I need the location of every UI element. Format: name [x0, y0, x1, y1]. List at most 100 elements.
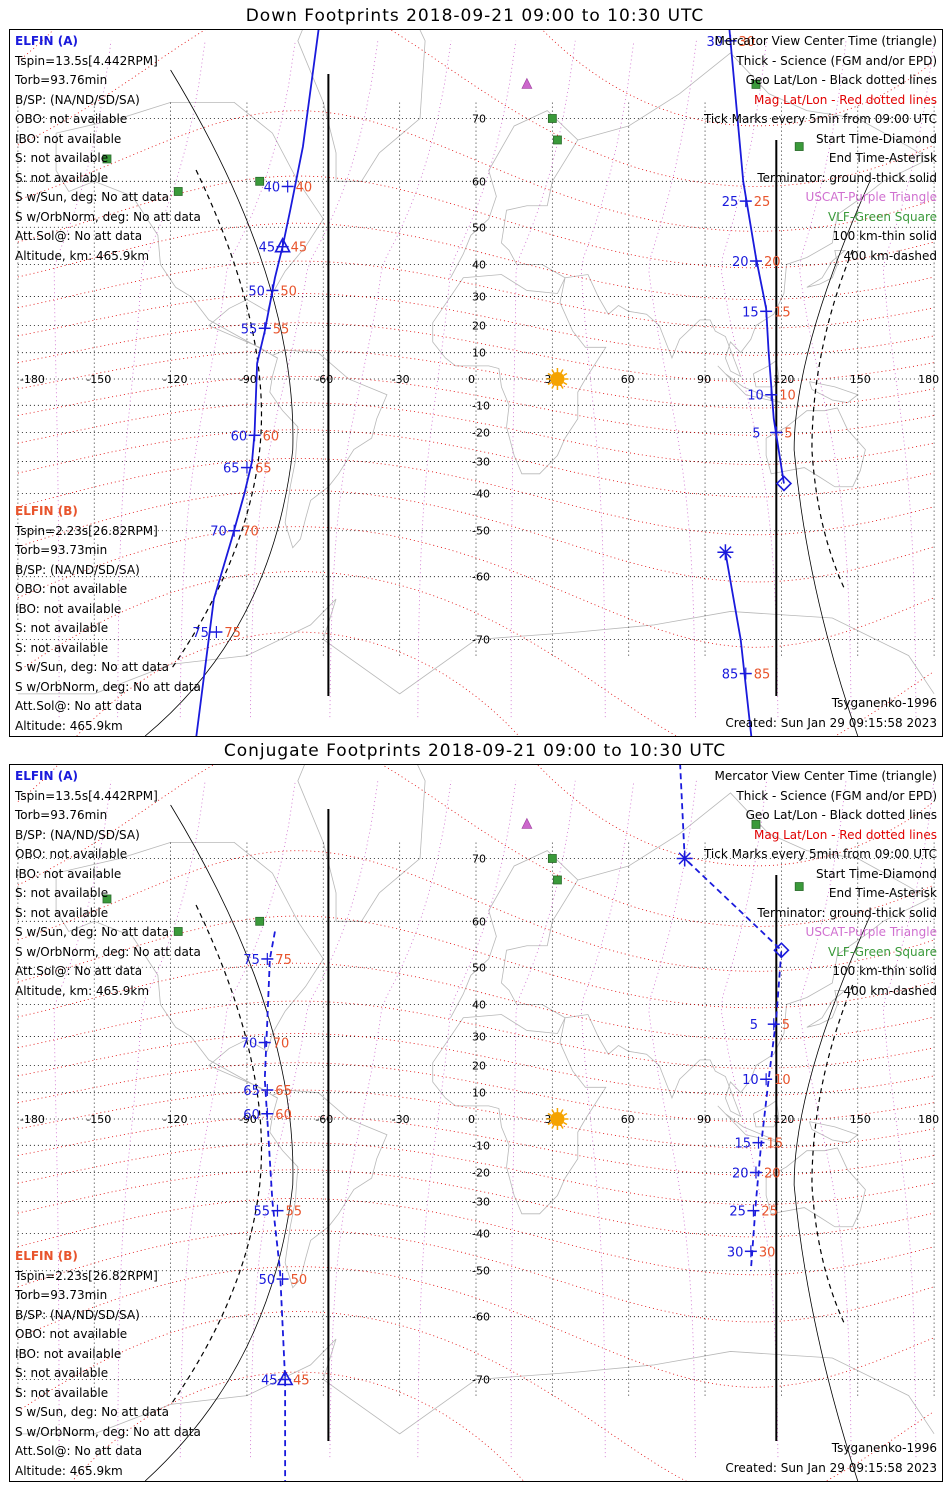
terminators — [144, 804, 871, 1481]
continent-outline — [269, 1089, 388, 1289]
elfin-b-time-label: 25 — [754, 195, 771, 210]
asterisk-stroke — [678, 852, 691, 865]
mag-meridians — [53, 40, 935, 718]
continent-outline — [432, 850, 607, 1215]
vlf-green-square — [794, 882, 804, 891]
vlf-green-square — [553, 135, 562, 145]
mag-latitude-line — [17, 293, 935, 356]
elfin-b-time-label: 25 — [729, 1205, 746, 1220]
lon-label: -30 — [392, 373, 410, 386]
mag-latitude-line — [17, 30, 935, 127]
elfin-a-time-label: 45 — [259, 241, 276, 256]
mag-longitude-line — [799, 40, 852, 718]
elfin-a-time-label: 60 — [243, 1108, 260, 1123]
elfin-b-line: Altitude: 465.9km — [15, 1463, 123, 1478]
elfin-b-time-label: 20 — [732, 255, 749, 270]
mag-latitude-line — [17, 571, 935, 736]
elfin-a-line: B/SP: (NA/ND/SD/SA) — [15, 92, 140, 107]
lat-label: 60 — [472, 175, 486, 188]
elfin-a-time-label: 75 — [224, 626, 241, 641]
mag-longitude-line — [179, 40, 296, 718]
lat-label: 20 — [472, 1060, 486, 1073]
elfin-b-line: Att.Sol@: No att data — [15, 699, 143, 713]
mag-meridians — [53, 780, 935, 1458]
mag-latitude-line — [17, 1311, 935, 1481]
center-time-triangle — [276, 1369, 294, 1386]
elfin-a-info: ELFIN (A) Tspin=13.5s[4.442RPM] Torb=93.76… — [15, 767, 201, 1001]
vlf-green-square — [547, 854, 557, 863]
elfin-a-line: S w/OrbNorm, deg: No att data — [15, 944, 201, 959]
lat-label: 20 — [472, 320, 486, 333]
mag-longitude-line — [417, 780, 517, 1458]
lon-label: 150 — [850, 1113, 871, 1126]
elfin-b-time-label: 20 — [732, 1166, 749, 1181]
mag-longitude-line — [648, 40, 697, 718]
lat-label: 70 — [472, 112, 486, 125]
elfin-a-time-label: 50 — [259, 1273, 276, 1288]
elfin-a-time-label: 55 — [253, 1205, 270, 1220]
legend-entry: Terminator: ground-thick solid — [757, 905, 937, 920]
legend-entry: VLF-Green Square — [828, 209, 937, 224]
lat-label: -30 — [472, 455, 490, 468]
vlf-green-square — [794, 142, 804, 151]
mag-latitude-line — [17, 765, 935, 927]
elfin-a-line: S w/OrbNorm, deg: No att data — [15, 209, 201, 224]
terminator-100km-west — [144, 69, 294, 736]
sun-disc — [550, 372, 565, 386]
elfin-b-line: S: not available — [15, 1385, 109, 1400]
elfin-b-line: IBO: not available — [15, 601, 122, 616]
elfin-a-label: ELFIN (A) — [15, 769, 78, 783]
legend-entry: Start Time-Diamond — [815, 866, 937, 881]
elfin-b-time-label: 15 — [774, 305, 791, 320]
elfin-a-line: Altitude, km: 465.9km — [15, 983, 150, 998]
continent-outline — [806, 989, 847, 1028]
elfin-b-label: ELFIN (B) — [15, 1249, 78, 1263]
legend-entry: USCAT-Purple Triangle — [805, 925, 937, 939]
vlf-green-square — [173, 187, 183, 196]
mag-latitude-line — [17, 30, 935, 187]
lon-label: -90 — [239, 373, 257, 386]
elfin-a-time-label: 70 — [273, 1037, 290, 1052]
elfin-b-label: ELFIN (B) — [15, 504, 78, 518]
elfin-b-track-south — [724, 552, 753, 736]
down-footprints-panel: -180 -150 -120 -90 -60 -30 0 30 60 90 120 150 180 70 6… — [9, 29, 943, 737]
lat-label: 10 — [472, 347, 486, 360]
vlf-green-square — [102, 894, 112, 904]
lon-label: -150 — [86, 1113, 111, 1126]
vlf-green-square — [255, 916, 265, 926]
elfin-b-line: OBO: not available — [15, 1327, 128, 1341]
vlf-green-square — [553, 875, 562, 885]
elfin-a-time-label: 50 — [248, 284, 265, 299]
center-time-triangle — [274, 237, 291, 253]
elfin-a-track — [263, 931, 287, 1481]
legend-entry: Terminator: ground-thick solid — [757, 170, 937, 185]
created-label: Created: Sun Jan 29 09:15:58 2023 — [725, 716, 937, 730]
elfin-b-info: ELFIN (B) Tspin=2.23s[26.82RPM] Torb=93.73… — [15, 502, 201, 736]
elfin-a-line: Att.Sol@: No att data — [15, 964, 143, 978]
mag-longitude-line — [250, 780, 379, 1458]
lat-label: -10 — [472, 399, 490, 412]
vlf-green-square — [751, 80, 761, 89]
elfin-b-line: Tspin=2.23s[26.82RPM] — [15, 523, 158, 538]
elfin-a-time-label: 75 — [275, 953, 292, 968]
elfin-a-time-label: 50 — [280, 284, 297, 299]
elfin-b-line: S: not available — [15, 1366, 109, 1380]
sun-ray — [560, 369, 564, 374]
terminator-100km-east — [793, 179, 871, 736]
end-time-asterisk — [676, 850, 693, 867]
vlf-green-square — [255, 176, 265, 186]
axis-labels: -180 -150 -120 -90 -60 -30 0 30 60 90 120 150 180 70 6… — [20, 112, 939, 646]
elfin-a-line: S: not available — [15, 905, 109, 920]
legend: Mercator View Center Time (triangle) Thic… — [704, 32, 937, 266]
sun-ray — [560, 384, 564, 389]
vlf-green-square — [751, 820, 761, 829]
mag-latitude-line — [17, 1142, 935, 1205]
elfin-b-time-label: 15 — [742, 305, 759, 320]
mag-grid — [17, 765, 935, 1481]
model-label: Tsyganenko-1996 — [831, 1441, 937, 1455]
continent-outline — [55, 101, 324, 359]
sun-ray — [551, 384, 555, 389]
mag-longitude-line — [250, 40, 379, 718]
vlf-green-square — [102, 154, 112, 164]
sun-ray — [560, 1124, 564, 1129]
